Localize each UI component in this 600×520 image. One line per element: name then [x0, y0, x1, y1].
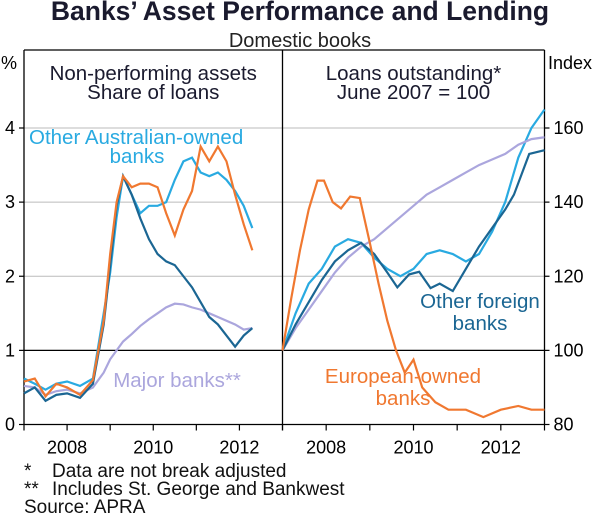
svg-text:Share of loans: Share of loans [87, 81, 219, 104]
svg-text:Index: Index [548, 53, 592, 73]
svg-text:Major banks**: Major banks** [113, 369, 241, 392]
svg-text:banks: banks [110, 145, 165, 168]
svg-text:banks: banks [453, 312, 508, 335]
svg-text:2010: 2010 [393, 438, 433, 458]
svg-text:2010: 2010 [133, 438, 173, 458]
svg-text:2008: 2008 [47, 438, 87, 458]
svg-text:1: 1 [5, 340, 15, 360]
svg-text:2: 2 [5, 266, 15, 286]
svg-text:2008: 2008 [306, 438, 346, 458]
svg-text:%: % [1, 53, 17, 73]
svg-text:June 2007 = 100: June 2007 = 100 [337, 81, 490, 104]
svg-text:banks: banks [376, 387, 431, 410]
svg-text:140: 140 [554, 192, 584, 212]
svg-text:2012: 2012 [481, 438, 521, 458]
svg-text:160: 160 [554, 118, 584, 138]
svg-text:Other foreign: Other foreign [420, 290, 540, 313]
svg-text:European-owned: European-owned [325, 365, 481, 388]
svg-text:0: 0 [5, 415, 15, 435]
svg-text:4: 4 [5, 118, 15, 138]
svg-text:100: 100 [554, 340, 584, 360]
svg-text:80: 80 [554, 415, 574, 435]
svg-text:120: 120 [554, 266, 584, 286]
svg-text:3: 3 [5, 192, 15, 212]
svg-text:2012: 2012 [219, 438, 259, 458]
